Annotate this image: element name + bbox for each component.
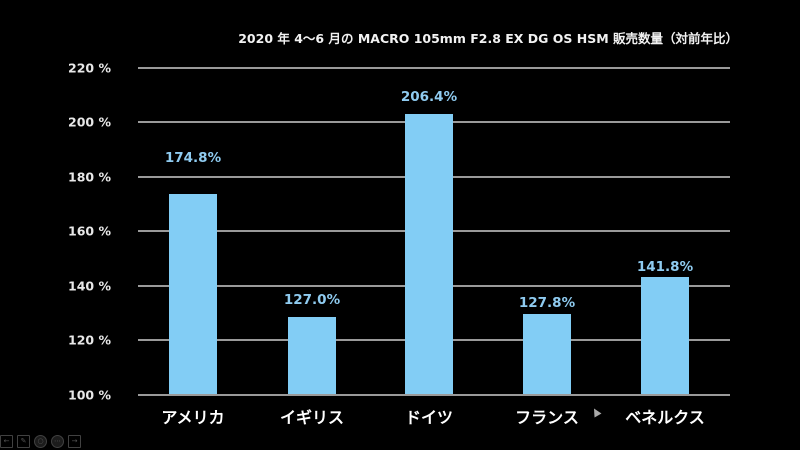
prev-arrow-icon[interactable]: ← — [0, 435, 13, 448]
chart-title: 2020 年 4〜6 月の MACRO 105mm F2.8 EX DG OS … — [238, 31, 738, 46]
bar-germany — [405, 114, 453, 395]
category-label-america: アメリカ — [161, 408, 225, 427]
value-label-america: 174.8% — [164, 150, 222, 166]
y-tick-label: 200 % — [68, 114, 111, 130]
category-label-benelux: ベネルクス — [625, 408, 705, 427]
y-tick-label: 220 % — [68, 60, 111, 76]
menu-icon[interactable]: ⋯ — [51, 435, 64, 448]
bar-benelux — [641, 277, 689, 395]
category-label-uk: イギリス — [279, 408, 344, 427]
y-tick-label: 180 % — [68, 169, 111, 185]
y-tick-label: 160 % — [68, 223, 111, 239]
pen-icon[interactable]: ✎ — [17, 435, 30, 448]
slideshow-controls: ← ✎ ○ ⋯ → — [0, 435, 81, 448]
y-tick-label: 120 % — [68, 332, 111, 348]
value-label-benelux: 141.8% — [636, 259, 694, 275]
value-label-germany: 206.4% — [400, 89, 458, 105]
bar-uk — [288, 317, 336, 395]
next-arrow-icon[interactable]: → — [68, 435, 81, 448]
y-tick-label: 140 % — [68, 278, 111, 294]
bar-france — [523, 314, 571, 395]
value-label-uk: 127.0% — [283, 292, 341, 308]
bar-america — [169, 194, 217, 395]
category-label-germany: ドイツ — [404, 408, 453, 427]
gridline-100 — [138, 394, 730, 396]
y-tick-label: 100 % — [68, 387, 111, 403]
zoom-icon[interactable]: ○ — [34, 435, 47, 448]
value-label-france: 127.8% — [518, 295, 576, 311]
gridline-220 — [138, 67, 730, 69]
category-label-france: フランス — [515, 408, 579, 427]
